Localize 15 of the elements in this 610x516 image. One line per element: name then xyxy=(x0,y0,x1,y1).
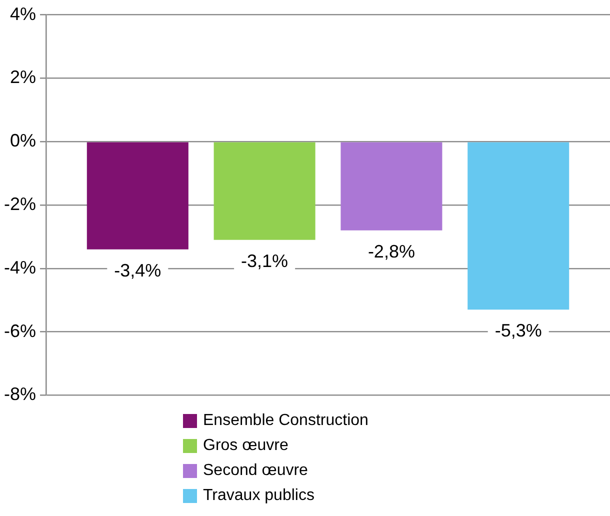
y-tick-label: -4% xyxy=(4,257,36,278)
y-tick-label: -8% xyxy=(4,384,36,404)
data-label: -5,3% xyxy=(494,320,542,341)
data-label: -3,4% xyxy=(114,260,162,280)
y-tick-label: -6% xyxy=(4,320,36,341)
y-tick-label: 0% xyxy=(10,130,36,151)
legend-label: Second œuvre xyxy=(203,462,308,480)
legend-label: Gros œuvre xyxy=(203,436,288,454)
y-tick-label: 4% xyxy=(10,4,36,24)
data-label: -2,8% xyxy=(368,241,415,262)
data-label: -3,1% xyxy=(241,250,288,271)
y-tick-label: -2% xyxy=(4,194,36,214)
legend-label: Travaux publics xyxy=(203,486,314,504)
y-tick-label: 2% xyxy=(10,67,36,88)
legend-label: Ensemble Construction xyxy=(203,412,368,430)
